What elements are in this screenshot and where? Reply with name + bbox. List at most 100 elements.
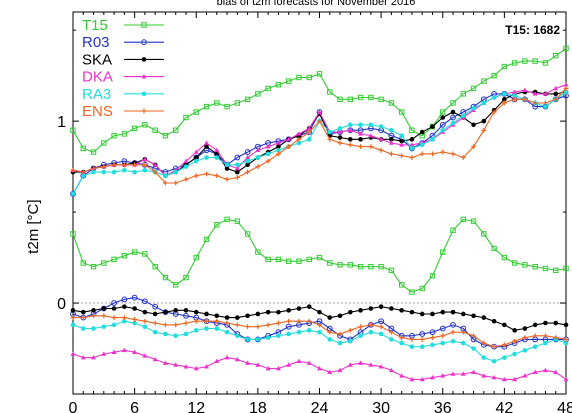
series-ska-point bbox=[70, 308, 76, 313]
series-ska-point bbox=[481, 118, 487, 124]
series-dka-point bbox=[347, 127, 353, 133]
series-ens-point bbox=[142, 318, 148, 324]
x-tick-label: 6 bbox=[130, 400, 139, 413]
series-dka-point bbox=[152, 162, 158, 167]
series-ra3-point bbox=[522, 348, 528, 353]
series-ens-point bbox=[245, 169, 251, 175]
series-t15-point bbox=[470, 85, 477, 92]
series-ra3-point bbox=[204, 155, 209, 160]
series-t15-lower-line bbox=[72, 218, 567, 293]
series-ens-point bbox=[419, 337, 425, 342]
series-dka-point bbox=[214, 358, 220, 364]
series-ra3-point bbox=[512, 93, 517, 98]
series-ra3-point bbox=[204, 326, 209, 331]
series-ra3-point bbox=[132, 320, 137, 326]
series-t15-point bbox=[501, 254, 508, 261]
series-ra3-point bbox=[358, 333, 363, 339]
series-ens-point bbox=[543, 100, 548, 106]
series-ra3-point bbox=[183, 331, 189, 337]
series-dka-point bbox=[481, 373, 487, 378]
series-dka-point bbox=[275, 140, 281, 145]
series-ens-point bbox=[224, 320, 230, 326]
series-r03-point bbox=[141, 298, 148, 305]
y-tick-label: 1 bbox=[57, 114, 66, 131]
series-t15-point bbox=[532, 58, 538, 64]
series-dka-point bbox=[306, 360, 312, 365]
series-t15-point bbox=[398, 282, 405, 288]
series-ens-point bbox=[471, 144, 476, 150]
series-ra3-point bbox=[460, 340, 466, 346]
series-dka-lower bbox=[70, 347, 569, 382]
series-ra3-point bbox=[450, 338, 456, 344]
series-ra3-point bbox=[265, 151, 271, 157]
series-ska-point bbox=[553, 91, 559, 97]
series-ska-point bbox=[502, 322, 507, 328]
series-dka-point bbox=[317, 365, 322, 371]
series-ska-point bbox=[543, 320, 548, 326]
series-ska-point bbox=[317, 309, 322, 315]
series-ra3-point bbox=[173, 169, 179, 175]
x-tick-label: 12 bbox=[187, 400, 205, 413]
series-dka-point bbox=[553, 85, 559, 91]
series-dka-point bbox=[234, 165, 240, 171]
series-t15-point bbox=[203, 236, 210, 243]
series-dka-point bbox=[317, 109, 322, 114]
series-ra3-point bbox=[491, 358, 497, 364]
series-r03-point bbox=[450, 114, 456, 121]
series-ens-point bbox=[399, 153, 405, 159]
legend-swatch-marker bbox=[141, 39, 147, 46]
series-t15-point bbox=[511, 260, 518, 266]
series-t15-point bbox=[337, 96, 343, 103]
series-ens-point bbox=[388, 151, 394, 157]
series-ra3-point bbox=[245, 158, 250, 164]
series-ens-point bbox=[347, 327, 353, 333]
series-ens-point bbox=[121, 162, 127, 168]
series-ra3-point bbox=[163, 173, 168, 179]
series-ens-point bbox=[255, 324, 261, 330]
series-t15-point bbox=[522, 58, 528, 64]
series-ska-point bbox=[471, 122, 476, 128]
series-ens-point bbox=[430, 335, 435, 341]
series-ens-point bbox=[368, 144, 374, 150]
series-ska-point bbox=[163, 309, 168, 315]
series-ens-point bbox=[296, 136, 302, 142]
series-t15-point bbox=[183, 274, 189, 281]
series-ens-point bbox=[481, 127, 487, 133]
series-ska-point bbox=[440, 115, 446, 120]
series-ska-point bbox=[348, 309, 353, 315]
series-ska-point bbox=[378, 304, 384, 309]
series-ra3-point bbox=[368, 329, 374, 335]
series-ens-point bbox=[80, 169, 86, 175]
series-dka-point bbox=[255, 147, 261, 153]
series-t15-point bbox=[327, 89, 333, 95]
x-tick-label: 42 bbox=[495, 400, 513, 413]
series-dka-point bbox=[522, 373, 528, 378]
series-ens-point bbox=[101, 164, 107, 170]
series-t15-point bbox=[470, 218, 477, 224]
series-t15-point bbox=[563, 45, 569, 52]
series-dka-point bbox=[337, 367, 343, 373]
legend-swatch-marker bbox=[141, 22, 147, 28]
series-ens-point bbox=[80, 315, 86, 320]
series-r03-point bbox=[419, 331, 426, 337]
series-dka-point bbox=[563, 376, 569, 382]
series-t15-point bbox=[316, 254, 323, 261]
series-ra3-point bbox=[481, 355, 487, 360]
series-ra3-point bbox=[276, 333, 281, 339]
series-ra3-point bbox=[142, 324, 148, 329]
series-t15-point bbox=[347, 96, 354, 103]
series-t15-point bbox=[70, 231, 76, 237]
series-t15-point bbox=[481, 231, 487, 237]
series-ska-point bbox=[460, 311, 466, 317]
series-ens-point bbox=[501, 100, 507, 106]
series-ens-point bbox=[522, 96, 528, 102]
series-ens-point bbox=[214, 173, 220, 179]
axis-ticks: 0 6 12 18 24 30 36 42 48 0 1 bbox=[57, 12, 572, 413]
series-ra3-point bbox=[235, 333, 240, 339]
series-ens-point bbox=[430, 151, 435, 157]
series-t15-point bbox=[111, 256, 117, 263]
series-dka-point bbox=[399, 373, 405, 378]
series-ens-point bbox=[358, 324, 363, 330]
series-r03-point bbox=[450, 321, 456, 328]
series-ens-point bbox=[132, 317, 138, 322]
